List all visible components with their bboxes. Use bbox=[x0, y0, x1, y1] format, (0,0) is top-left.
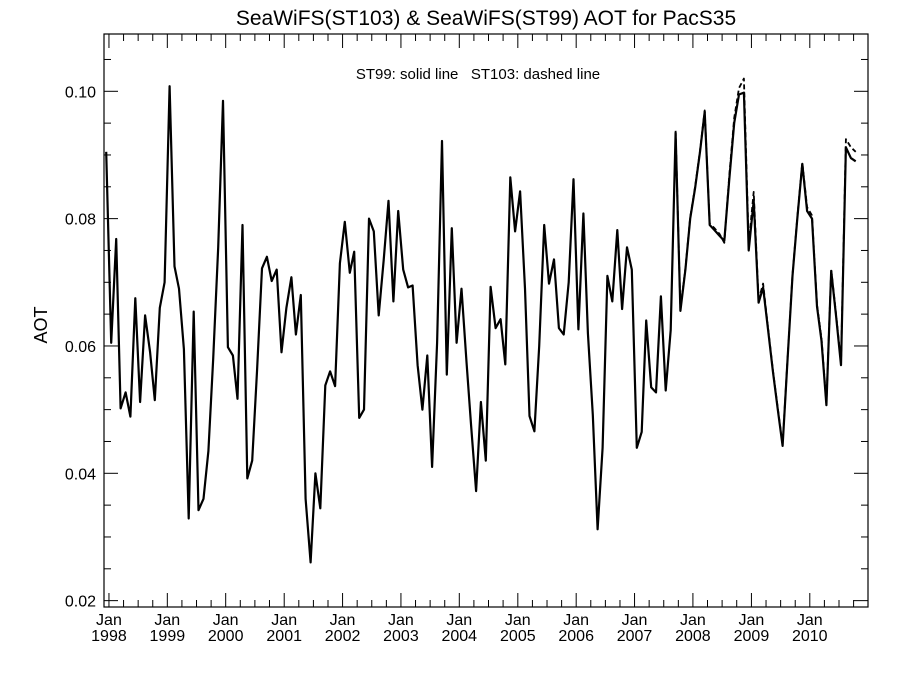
x-tick-year-label: 2006 bbox=[558, 628, 594, 645]
series-annotation: ST99: solid line ST103: dashed line bbox=[356, 66, 600, 83]
x-tick-month-label: Jan bbox=[154, 612, 180, 629]
x-tick-month-label: Jan bbox=[388, 612, 414, 629]
x-tick-month-label: Jan bbox=[622, 612, 648, 629]
y-tick-label: 0.02 bbox=[65, 594, 96, 611]
x-tick-year-label: 2007 bbox=[617, 628, 653, 645]
x-tick-month-label: Jan bbox=[271, 612, 297, 629]
x-tick-year-label: 2001 bbox=[266, 628, 302, 645]
x-tick-month-label: Jan bbox=[330, 612, 356, 629]
x-tick-year-label: 1998 bbox=[91, 628, 127, 645]
x-tick-month-label: Jan bbox=[563, 612, 589, 629]
y-axis-ticks: 0.02 0.04 0.06 0.08 0.10 bbox=[65, 58, 868, 611]
plot-frame bbox=[103, 33, 869, 608]
x-tick-month-label: Jan bbox=[797, 612, 823, 629]
series-line-st103 bbox=[674, 77, 857, 446]
x-tick-year-label: 2010 bbox=[792, 628, 828, 645]
x-tick-year-label: 2003 bbox=[383, 628, 419, 645]
x-tick-month-label: Jan bbox=[739, 612, 765, 629]
x-tick-year-label: 2008 bbox=[675, 628, 711, 645]
y-tick-label: 0.10 bbox=[65, 84, 96, 101]
series-layer bbox=[105, 77, 857, 564]
x-tick-month-label: Jan bbox=[505, 612, 531, 629]
x-tick-month-label: Jan bbox=[680, 612, 706, 629]
y-tick-label: 0.04 bbox=[65, 466, 96, 483]
chart-title: SeaWiFS(ST103) & SeaWiFS(ST99) AOT for P… bbox=[236, 7, 736, 30]
series-line-st99 bbox=[105, 85, 857, 564]
y-axis-label: AOT bbox=[31, 306, 51, 343]
x-tick-month-label: Jan bbox=[446, 612, 472, 629]
x-tick-year-label: 1999 bbox=[150, 628, 186, 645]
x-tick-month-label: Jan bbox=[96, 612, 122, 629]
y-tick-label: 0.06 bbox=[65, 339, 96, 356]
x-tick-year-label: 2000 bbox=[208, 628, 244, 645]
x-tick-year-label: 2005 bbox=[500, 628, 536, 645]
x-tick-month-label: Jan bbox=[213, 612, 239, 629]
x-axis-ticks: Jan1998Jan1999Jan2000Jan2001Jan2002Jan20… bbox=[91, 34, 855, 645]
y-tick-label: 0.08 bbox=[65, 212, 96, 229]
x-tick-year-label: 2004 bbox=[441, 628, 477, 645]
x-tick-year-label: 2009 bbox=[734, 628, 770, 645]
x-tick-year-label: 2002 bbox=[325, 628, 361, 645]
